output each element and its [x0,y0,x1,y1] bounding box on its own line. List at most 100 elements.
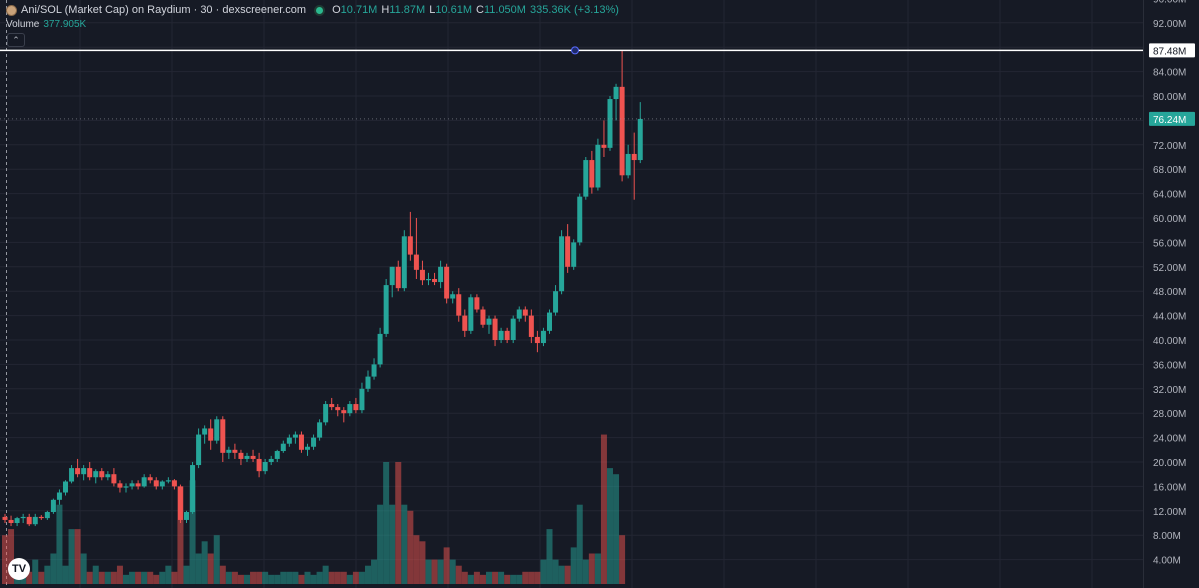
volume-bar [213,535,220,584]
candle-body [165,480,171,482]
volume-bar [189,480,196,584]
volume-bar [286,571,293,584]
volume-bar [98,571,105,584]
volume-bar [274,574,281,584]
candle-body [601,144,607,148]
volume-bar [431,559,438,584]
volume-bar [546,529,553,584]
price-axis[interactable]: 4.00M 8.00M 12.00M 16.00M 20.00M 24.00M 28.00M… [1143,0,1199,588]
volume-bar [352,571,359,584]
candle-body [298,434,304,450]
candle-body [383,285,389,334]
volume-bar [588,553,595,584]
candle-body [432,279,438,283]
candle-body [359,388,365,411]
candle-body [389,266,395,286]
volume-bar [358,571,365,584]
candle-body [335,407,341,411]
candle-body [516,309,522,319]
volume-bar [449,559,456,584]
candle-body [135,483,141,487]
volume-bar [576,504,583,584]
candle-body [292,434,298,438]
candle-body [63,481,68,493]
candle-body [559,236,565,292]
volume-bar [594,553,601,584]
volume-bar [504,574,511,584]
candle-body [353,404,359,411]
volume-bar [159,571,166,584]
volume-bar [165,565,172,584]
candle-body [492,318,498,340]
volume-bar [328,571,335,584]
candle-body [220,419,226,453]
price-tick-label: 36.00M [1153,360,1186,371]
collapse-legend-button[interactable]: ⌃ [7,33,25,47]
candle-body [317,422,323,438]
high-value: 11.87M [389,4,426,16]
volume-bar [346,574,353,584]
volume-bar [377,504,384,584]
candle-body [631,153,637,161]
volume-bar [298,574,305,584]
candle-body [111,474,117,484]
volume-bar [219,565,226,584]
candle-body [571,242,577,267]
volume-bar [467,574,474,584]
volume-bar [570,547,577,584]
volume-bar [389,504,396,584]
price-tick-label: 48.00M [1153,287,1186,298]
candle-body [468,297,474,331]
volume-bar [413,535,420,584]
volume-bar [461,571,468,584]
volume-bar [50,553,57,584]
candle-body [256,458,262,472]
volume-bar [244,574,250,584]
candle-body [395,266,401,289]
horizontal-line-layer[interactable] [0,46,1143,120]
candle-body [75,468,81,475]
candle-body [117,483,123,488]
candle-body [371,364,377,377]
volume-bar [74,529,81,584]
candle-body [268,458,274,462]
candle-body [250,455,256,459]
price-tick-label: 4.00M [1153,556,1181,567]
candle-body [583,160,589,197]
volume-bar [44,565,51,584]
price-tick-label: 80.00M [1153,92,1186,103]
token-logo-icon [6,4,17,16]
candle-body [56,492,62,500]
candle-body [87,468,93,478]
price-tick-label: 96.00M [1153,0,1186,5]
volume-bar [322,565,329,584]
candle-body [474,297,480,310]
volume-bar [558,565,565,584]
change-value: 335.36K (+3.13%) [529,4,619,16]
candle-body [286,437,292,444]
candle-body [232,449,238,453]
price-tick-label: 28.00M [1153,409,1186,420]
candle-body [323,404,329,423]
volume-value: 377.905K [43,19,87,30]
volume-bar [123,574,129,584]
price-tick-label: 16.00M [1153,482,1186,493]
price-tick-label: 68.00M [1153,165,1186,176]
volume-bar [365,565,371,584]
candle-body [81,468,87,475]
candle-body [413,254,419,270]
candle-body [565,236,571,267]
volume-bar [516,574,523,584]
high-label: H [381,4,390,16]
last-price-tag [1149,111,1195,126]
candles [2,50,643,527]
candle-body [274,451,280,459]
line-anchor-handle[interactable] [571,46,579,55]
volume-bar [135,571,142,584]
candle-body [341,410,347,414]
volume-bar [479,574,486,584]
candle-body [50,499,56,513]
candle-body [159,481,165,487]
tradingview-logo-icon[interactable]: TV [8,558,30,580]
